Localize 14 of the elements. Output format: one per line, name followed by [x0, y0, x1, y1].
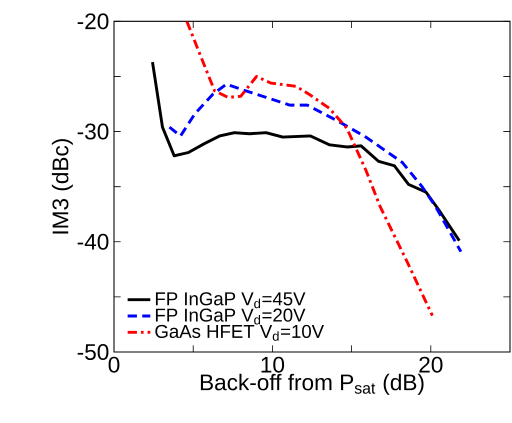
x-axis-title: Back-off from P$_{sat}$ (dB) — [200, 374, 424, 395]
y-axis-title: IM3 (dBc) — [52, 139, 73, 234]
x-tick-label: 0 — [108, 356, 120, 373]
x-tick-label: 10 — [262, 356, 284, 373]
y-tick-label: -40 — [78, 234, 108, 250]
y-tick-label: -20 — [78, 13, 108, 30]
line-series — [168, 82, 462, 254]
x-tick-label: 20 — [419, 356, 442, 373]
y-tick-label: -30 — [78, 124, 108, 140]
legend-label: FP InGaP V$_{d}$=45V — [156, 292, 306, 308]
y-tick-label: -50 — [78, 344, 108, 360]
line-series — [151, 60, 461, 242]
legend-label: GaAs HFET V$_{d}$=10V — [155, 324, 324, 341]
legend-label: FP InGaP V$_{d}$=20V — [156, 308, 306, 324]
